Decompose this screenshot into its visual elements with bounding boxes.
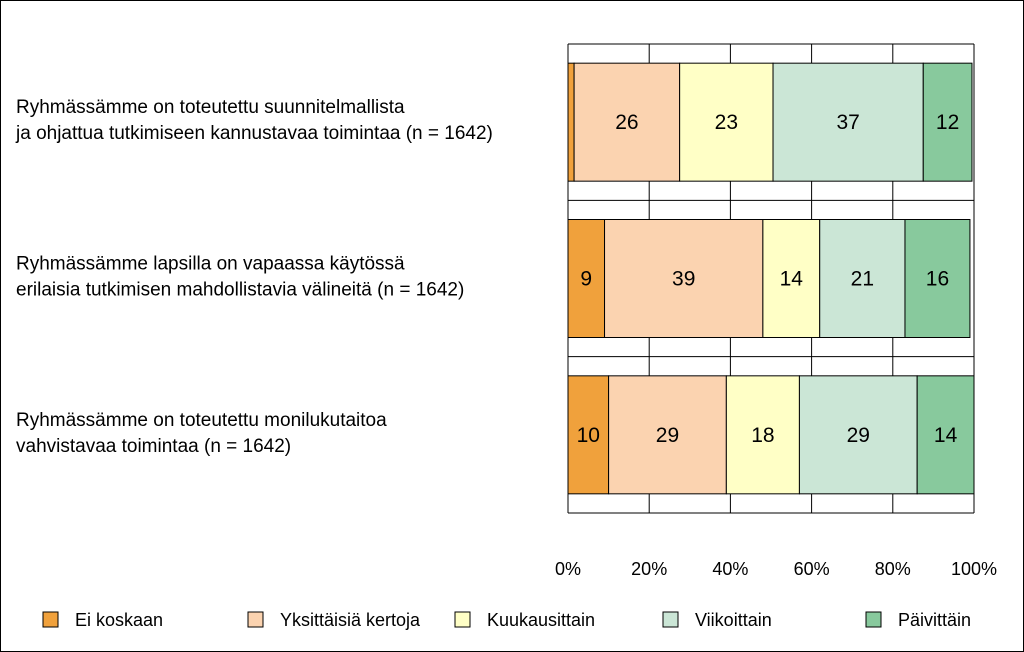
- category-labels: Ryhmässämme on toteutettu suunnitelmalli…: [15, 97, 493, 457]
- legend-swatch-4: [662, 611, 679, 628]
- x-tick-label-100: 100%: [951, 559, 997, 579]
- bar-segment-2-1: [567, 219, 606, 338]
- category-label-1-line-2: ja ohjattua tutkimiseen kannustavaa toim…: [15, 123, 493, 144]
- category-label-1-line-1: Ryhmässämme on toteutettu suunnitelmalli…: [16, 97, 405, 118]
- data-label-2-2: 39: [672, 268, 695, 291]
- x-tick-label-0: 0%: [555, 559, 581, 579]
- legend-label-5: Päivittäin: [898, 610, 971, 630]
- bar-segment-1-3: [679, 62, 774, 182]
- data-label-2-3: 14: [780, 268, 804, 291]
- category-label-2-line-2: erilaisia tutkimisen mahdollistavia väli…: [16, 280, 464, 301]
- bar-segment-3-4: [798, 375, 918, 495]
- bar-segment-2-4: [819, 219, 906, 338]
- bar-segment-3-1: [567, 375, 610, 495]
- legend-swatch-2: [247, 611, 264, 628]
- legend-label-1: Ei koskaan: [75, 610, 163, 630]
- bar-segment-3-3: [725, 375, 800, 495]
- data-label-1-2: 26: [615, 111, 638, 134]
- category-label-3-line-1: Ryhmässämme on toteutettu monilukutaitoa: [16, 410, 387, 431]
- x-axis-ticks: 0% 20% 40% 60% 80% 100%: [555, 559, 997, 579]
- category-label-3-line-2: vahvistavaa toimintaa (n = 1642): [16, 436, 291, 457]
- x-tick-label-40: 40%: [712, 559, 748, 579]
- legend-swatch-1: [42, 611, 59, 628]
- data-label-3-2: 29: [656, 424, 679, 447]
- legend-label-2: Yksittäisiä kertoja: [280, 610, 421, 630]
- legend-swatch-5: [865, 611, 882, 628]
- x-tick-label-80: 80%: [875, 559, 911, 579]
- x-tick-label-60: 60%: [794, 559, 830, 579]
- data-label-3-5: 14: [934, 424, 958, 447]
- bar-segment-1-4: [772, 62, 924, 182]
- legend-label-4: Viikoittain: [695, 610, 772, 630]
- data-label-2-5: 16: [926, 268, 949, 291]
- bars: 26 23 37 12 9 39 14 21 16 10 29 18 29 14: [567, 62, 975, 495]
- legend-label-3: Kuukausittain: [487, 610, 595, 630]
- legend-swatch-3: [454, 611, 471, 628]
- bar-segment-1-1: [567, 62, 575, 182]
- bar-segment-3-5: [916, 375, 975, 495]
- bar-segment-1-5: [922, 62, 973, 182]
- data-label-3-3: 18: [751, 424, 774, 447]
- data-label-2-4: 21: [851, 268, 874, 291]
- bar-segment-2-2: [604, 219, 764, 338]
- data-label-1-4: 37: [836, 111, 859, 134]
- bar-segment-2-5: [904, 219, 971, 338]
- bar-segment-3-2: [608, 375, 727, 495]
- category-label-2-line-1: Ryhmässämme lapsilla on vapaassa käytöss…: [16, 254, 405, 275]
- bar-segment-1-2: [573, 62, 681, 182]
- data-label-1-3: 23: [715, 111, 738, 134]
- data-label-1-5: 12: [936, 111, 959, 134]
- legend: Ei koskaan Yksittäisiä kertoja Kuukausitta…: [42, 610, 971, 630]
- data-label-3-1: 10: [577, 424, 600, 447]
- data-label-2-1: 9: [580, 268, 592, 291]
- data-label-3-4: 29: [847, 424, 870, 447]
- x-tick-label-20: 20%: [631, 559, 667, 579]
